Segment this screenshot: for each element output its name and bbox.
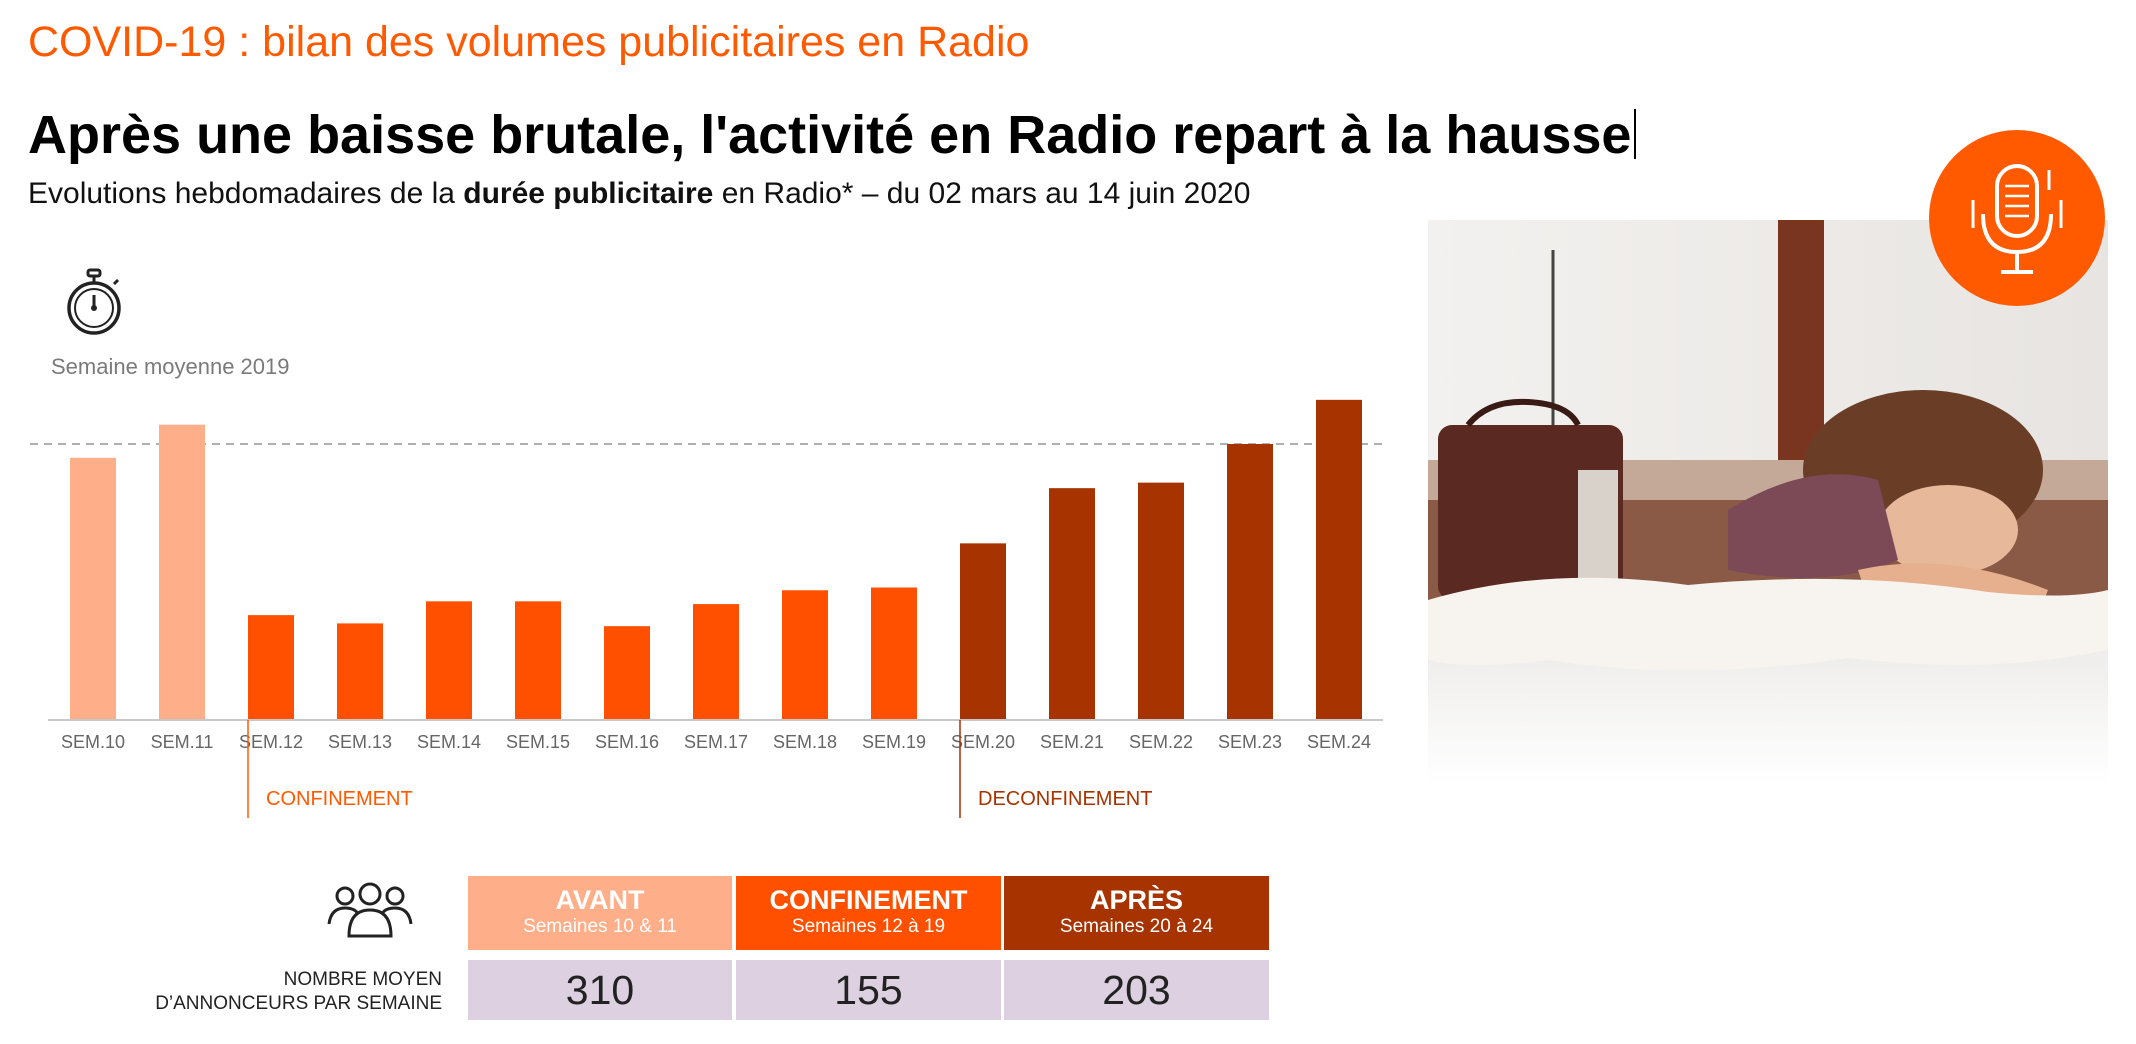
x-tick-label: SEM.17	[684, 732, 748, 752]
bar-sem16	[604, 626, 650, 720]
row-label-line2: D’ANNONCEURS PAR SEMAINE	[155, 993, 442, 1014]
bar-sem12	[248, 615, 294, 720]
headline-text: Après une baisse brutale, l'activité en …	[28, 105, 1632, 165]
microphone-icon	[1971, 164, 2063, 274]
table-value-apres: 203	[1004, 960, 1269, 1020]
bar-sem24	[1316, 399, 1362, 720]
bar-sem21	[1049, 488, 1095, 720]
header-title: AVANT	[555, 885, 645, 915]
header-subtitle: Semaines 20 à 24	[1059, 916, 1214, 937]
bar-sem14	[426, 601, 472, 720]
table-header-apres: APRÈS Semaines 20 à 24	[1004, 876, 1269, 950]
bar-sem11	[159, 424, 205, 720]
header-subtitle: Semaines 12 à 19	[791, 916, 946, 937]
x-tick-label: SEM.15	[506, 732, 570, 752]
page-subtitle: Evolutions hebdomadaires de la durée pub…	[28, 177, 1250, 211]
bar-sem15	[515, 601, 561, 720]
stopwatch-icon	[67, 268, 121, 335]
row-label-line1: NOMBRE MOYEN	[283, 969, 442, 990]
subtitle-post: en Radio* – du 02 mars au 14 juin 2020	[713, 177, 1251, 210]
page-kicker: COVID-19 : bilan des volumes publicitair…	[28, 18, 1030, 66]
x-tick-label: SEM.10	[61, 732, 125, 752]
header-subtitle: Semaines 10 & 11	[523, 916, 677, 937]
header-title: APRÈS	[1089, 885, 1184, 915]
bar-sem13	[337, 623, 383, 720]
bar-sem20	[960, 543, 1006, 720]
reference-line-label: Semaine moyenne 2019	[51, 354, 290, 379]
x-tick-label: SEM.13	[328, 732, 392, 752]
people-group-icon	[327, 882, 413, 938]
subtitle-pre: Evolutions hebdomadaires de la	[28, 177, 464, 210]
subtitle-bold: durée publicitaire	[463, 177, 714, 210]
x-tick-label: SEM.18	[773, 732, 837, 752]
bar-chart: SEM.10 SEM.11 SEM.12 SEM.13 SEM.14 SEM.15 SEM.…	[30, 399, 1385, 818]
x-tick-label: SEM.20	[951, 732, 1015, 752]
x-tick-label: SEM.19	[862, 732, 926, 752]
text-cursor	[1634, 109, 1637, 159]
table-value-confinement: 155	[736, 960, 1001, 1020]
table-header-confinement: CONFINEMENT Semaines 12 à 19	[736, 876, 1001, 950]
bar-sem18	[782, 590, 828, 720]
table-header-avant: AVANT Semaines 10 & 11	[468, 876, 732, 950]
x-tick-label: SEM.12	[239, 732, 303, 752]
microphone-badge	[1929, 130, 2105, 306]
x-tick-label: SEM.22	[1129, 732, 1193, 752]
bar-sem23	[1227, 444, 1273, 720]
x-tick-label: SEM.21	[1040, 732, 1104, 752]
bar-sem17	[693, 604, 739, 720]
header-title: CONFINEMENT	[769, 885, 968, 915]
x-tick-label: SEM.24	[1307, 732, 1371, 752]
x-tick-label: SEM.14	[417, 732, 481, 752]
phase-label-deconfinement: DECONFINEMENT	[978, 788, 1152, 810]
bar-sem22	[1138, 482, 1184, 720]
bar-sem10	[70, 457, 116, 720]
table-value-avant: 310	[468, 960, 732, 1020]
x-tick-label: SEM.23	[1218, 732, 1282, 752]
phase-label-confinement: CONFINEMENT	[266, 788, 413, 810]
bar-sem19	[871, 587, 917, 720]
table-row-label: NOMBRE MOYEN D’ANNONCEURS PAR SEMAINE	[90, 968, 442, 1016]
page-title: Après une baisse brutale, l'activité en …	[28, 104, 1637, 166]
x-tick-label: SEM.11	[151, 732, 214, 752]
x-tick-label: SEM.16	[595, 732, 659, 752]
photo-woman-with-radio	[1428, 220, 2108, 783]
